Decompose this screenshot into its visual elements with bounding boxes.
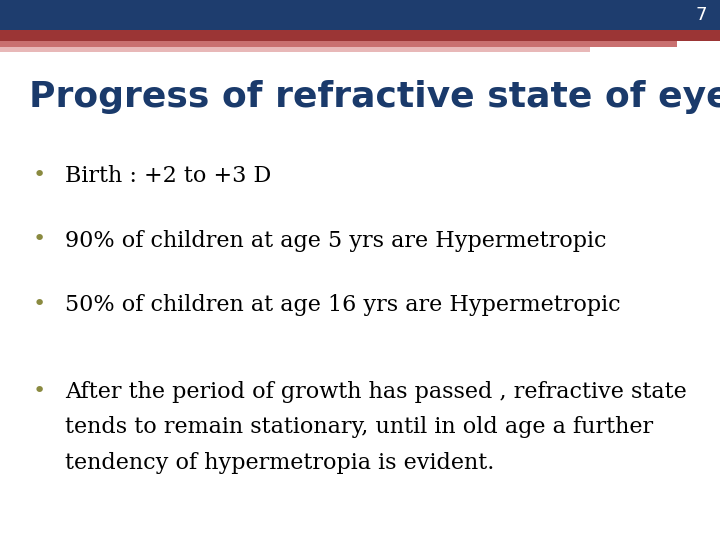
Bar — [0, 30, 720, 40]
Text: Progress of refractive state of eye: Progress of refractive state of eye — [29, 80, 720, 114]
Bar — [0, 40, 400, 47]
Bar — [400, 47, 590, 52]
Bar — [0, 47, 400, 52]
Bar — [400, 40, 677, 47]
Text: •: • — [33, 294, 46, 314]
Text: •: • — [33, 230, 46, 249]
Text: 50% of children at age 16 yrs are Hypermetropic: 50% of children at age 16 yrs are Hyperm… — [65, 294, 621, 316]
Text: 7: 7 — [696, 6, 707, 24]
Text: •: • — [33, 165, 46, 185]
Text: •: • — [33, 381, 46, 401]
Bar — [0, 0, 720, 30]
Text: After the period of growth has passed , refractive state
tends to remain station: After the period of growth has passed , … — [65, 381, 687, 474]
Text: Birth : +2 to +3 D: Birth : +2 to +3 D — [65, 165, 271, 187]
Text: 90% of children at age 5 yrs are Hypermetropic: 90% of children at age 5 yrs are Hyperme… — [65, 230, 606, 252]
